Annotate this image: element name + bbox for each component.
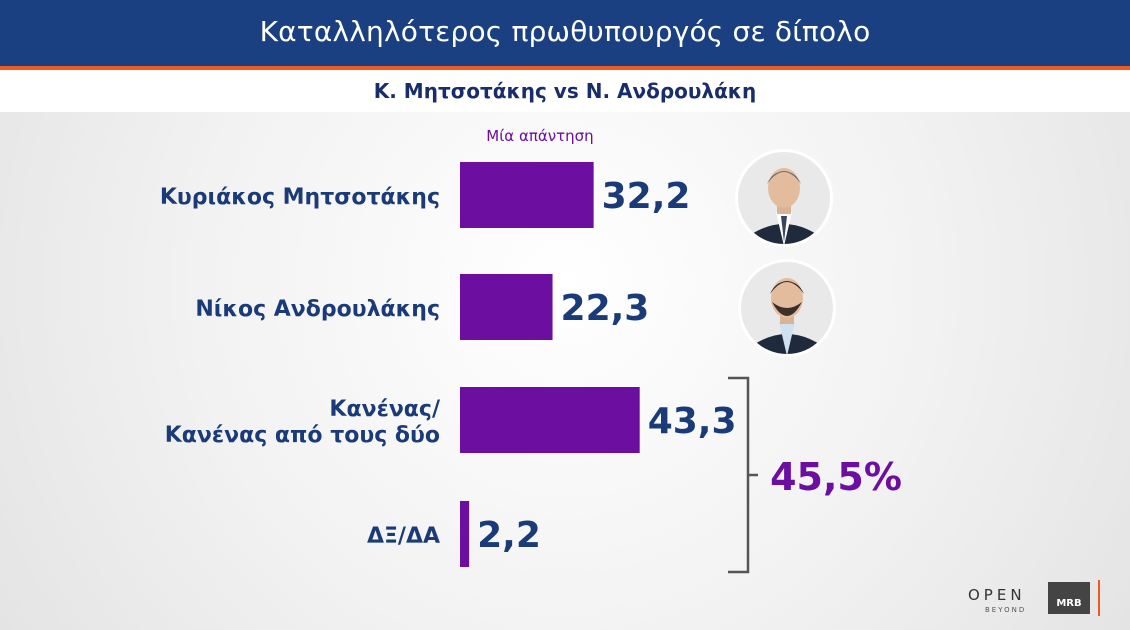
category-label: Κανένας από τους δύο: [165, 423, 440, 448]
category-label: Κυριάκος Μητσοτάκης: [160, 185, 440, 210]
subheader-bar: [0, 70, 1130, 112]
chart-title: Καταλληλότερος πρωθυπουργός σε δίπολο: [259, 15, 871, 48]
category-label: Κανένας/: [329, 397, 441, 422]
data-label: 2,2: [477, 515, 541, 556]
category-label: Νίκος Ανδρουλάκης: [195, 297, 440, 322]
data-label: 32,2: [602, 176, 691, 217]
category-label: ΔΞ/ΔΑ: [367, 524, 440, 549]
data-label: 43,3: [648, 401, 737, 442]
bar: [460, 501, 470, 567]
bar: [460, 274, 553, 340]
series-label: Μία απάντηση: [486, 127, 593, 145]
mitsotakis-photo: [738, 152, 830, 244]
bar: [460, 387, 640, 453]
mrb-logo: MRB: [1048, 582, 1090, 614]
open-logo: OPEN: [968, 586, 1026, 604]
header-bar: [0, 0, 1130, 66]
data-label: 22,3: [561, 288, 650, 329]
androulakis-photo: [741, 262, 833, 354]
bar: [460, 162, 594, 228]
chart-subtitle: Κ. Μητσοτάκης vs Ν. Ανδρουλάκη: [373, 79, 757, 103]
bracket-label: 45,5%: [770, 455, 902, 499]
header-accent-line: [0, 66, 1130, 70]
brand-divider: [1098, 580, 1100, 616]
open-logo-subtitle: BEYOND: [985, 606, 1027, 614]
